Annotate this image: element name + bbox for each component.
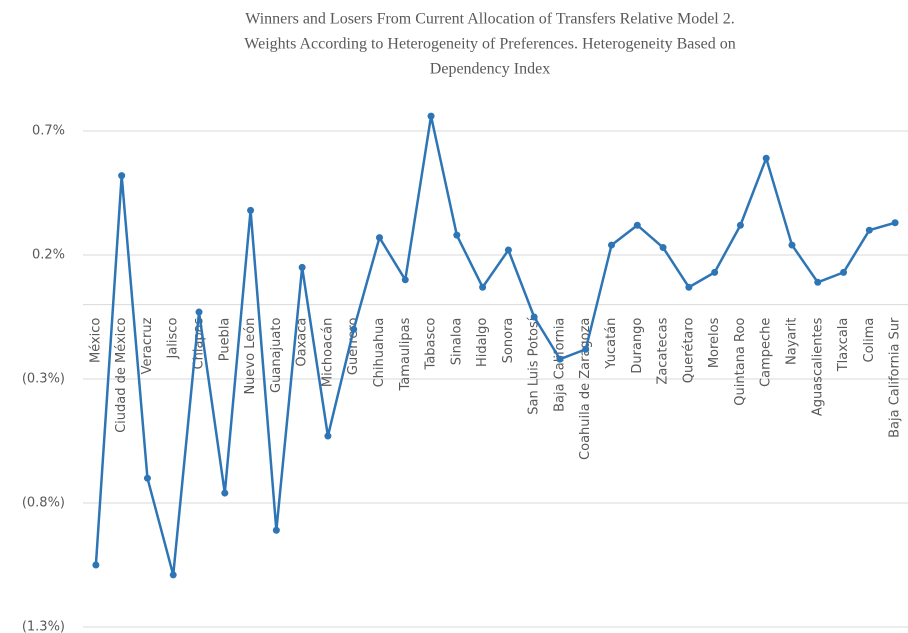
x-tick-label: Baja California <box>552 318 567 412</box>
y-tick-label: (1.3%) <box>22 620 65 633</box>
chart-title: Weights According to Heterogeneity of Pr… <box>244 36 735 53</box>
point <box>685 283 693 291</box>
point <box>865 226 873 234</box>
x-tick-label: Baja California Sur <box>888 317 903 438</box>
point <box>247 206 255 214</box>
line <box>94 114 896 577</box>
point <box>711 268 719 276</box>
point <box>582 345 590 353</box>
point <box>891 219 899 227</box>
point <box>195 308 203 316</box>
point <box>143 474 151 482</box>
point <box>633 221 641 229</box>
x-tick-label: México <box>88 318 103 363</box>
point <box>736 221 744 229</box>
x-tick-label: Sonora <box>501 318 516 364</box>
x-tick-label: Veracruz <box>140 317 155 374</box>
x-tick-label: Jalisco <box>166 318 181 360</box>
y-tick-label: 0.7% <box>32 124 65 139</box>
x-tick-label: Tamaulipas <box>398 317 413 391</box>
x-tick-label: Durango <box>630 318 645 374</box>
point <box>762 154 770 162</box>
point <box>530 313 538 321</box>
point <box>453 231 461 239</box>
x-tick-label: San Luis Potosí <box>527 317 542 415</box>
x-tick-label: Chihuahua <box>372 318 387 388</box>
point <box>556 355 564 363</box>
x-tick-label: Colima <box>862 318 877 363</box>
point <box>427 112 435 120</box>
x-tick-label: Quintana Roo <box>733 318 748 406</box>
x-tick-label: Guanajuato <box>269 318 284 393</box>
x-tick-label: Coahuila de Zaragoza <box>578 318 593 460</box>
point <box>350 325 358 333</box>
y-tick-label: (0.3%) <box>22 372 65 387</box>
x-tick-label: Nuevo León <box>243 318 258 395</box>
y-tick-label: 0.2% <box>32 248 65 263</box>
point <box>118 172 126 180</box>
point <box>479 283 487 291</box>
point <box>814 278 822 286</box>
point <box>659 244 667 252</box>
point <box>92 561 100 569</box>
point <box>272 526 280 534</box>
x-tick-label: Tabasco <box>424 318 439 371</box>
chart-title: Dependency Index <box>430 61 550 78</box>
point <box>221 489 229 497</box>
point <box>169 571 177 579</box>
point <box>401 276 409 284</box>
x-tick-label: Yucatán <box>604 318 619 370</box>
x-tick-label: Nayarit <box>784 318 799 365</box>
y-tick-label: (0.8%) <box>22 496 65 511</box>
x-tick-label: Morelos <box>707 317 722 368</box>
x-tick-label: Zacatecas <box>656 317 671 384</box>
x-tick-label: Campeche <box>759 318 774 387</box>
x-tick-label: Hidalgo <box>475 318 490 367</box>
x-tick-label: Tlaxcala <box>836 318 851 373</box>
point <box>608 241 616 249</box>
point <box>375 234 383 242</box>
x-tick-label: Sinaloa <box>449 318 464 366</box>
x-tick-label: Guerrero <box>346 318 361 376</box>
chart-title: Winners and Losers From Current Allocati… <box>245 11 735 28</box>
point <box>840 268 848 276</box>
x-tick-label: Puebla <box>217 318 232 362</box>
point <box>504 246 512 254</box>
point <box>324 432 332 440</box>
point <box>298 263 306 271</box>
x-tick-label: Ciudad de México <box>114 318 129 433</box>
x-tick-label: Michoacán <box>320 318 335 388</box>
point <box>788 241 796 249</box>
x-tick-label: Oaxaca <box>295 318 310 367</box>
x-tick-label: Querétaro <box>681 318 696 384</box>
x-tick-label: Aguascalientes <box>810 317 825 416</box>
